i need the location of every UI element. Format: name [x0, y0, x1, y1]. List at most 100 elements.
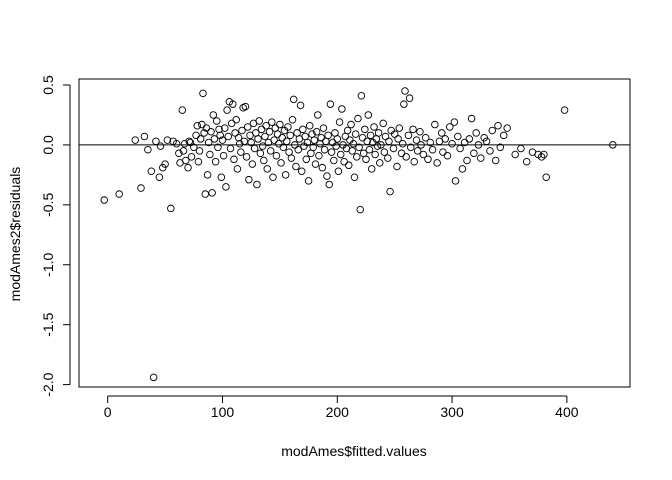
data-point — [416, 127, 424, 136]
data-point — [149, 373, 158, 382]
data-point — [287, 154, 296, 162]
data-point — [207, 127, 215, 136]
data-point — [144, 145, 152, 154]
data-point — [258, 142, 267, 150]
data-point — [401, 87, 409, 95]
data-point — [242, 153, 251, 161]
data-point — [253, 180, 261, 189]
data-point — [261, 132, 269, 141]
data-point — [358, 133, 367, 142]
data-point — [163, 136, 172, 144]
data-point — [100, 196, 109, 204]
data-point — [222, 183, 230, 191]
data-point — [276, 120, 284, 129]
data-point — [284, 123, 292, 131]
data-point — [542, 173, 550, 182]
data-point — [235, 139, 244, 148]
data-point — [178, 106, 187, 114]
y-tick-label: -0.5 — [40, 193, 56, 217]
y-axis-title: modAmes2$residuals — [7, 167, 23, 302]
data-point — [273, 130, 282, 138]
data-point — [223, 106, 231, 114]
data-point — [419, 150, 428, 159]
data-point — [281, 171, 290, 179]
data-point — [389, 144, 398, 153]
data-point — [266, 147, 275, 155]
data-points — [100, 87, 617, 382]
data-point — [343, 126, 352, 135]
data-point — [458, 165, 467, 173]
x-tick-label: 0 — [104, 404, 112, 420]
data-point — [448, 139, 456, 148]
data-point — [367, 165, 376, 173]
data-point — [238, 126, 246, 135]
data-point — [424, 155, 432, 164]
data-point — [243, 123, 252, 131]
data-point — [210, 135, 219, 143]
data-point — [451, 177, 460, 185]
data-point — [325, 180, 333, 189]
data-point — [208, 189, 216, 197]
data-point — [365, 145, 374, 154]
data-point — [380, 148, 389, 156]
data-point — [187, 153, 196, 161]
data-point — [291, 141, 299, 149]
data-point — [265, 127, 274, 136]
data-point — [272, 151, 281, 160]
data-point — [463, 156, 471, 165]
data-point — [454, 132, 462, 141]
data-point — [303, 138, 312, 147]
data-point — [374, 129, 383, 137]
data-point — [292, 162, 300, 171]
data-point — [255, 117, 263, 125]
data-point — [477, 154, 485, 162]
data-point — [398, 139, 407, 148]
data-point — [279, 143, 288, 152]
data-point — [201, 190, 210, 198]
x-axis: 0 100 200 300 400 — [104, 395, 579, 420]
data-point — [218, 136, 227, 144]
data-point — [428, 145, 437, 154]
data-point — [349, 139, 358, 148]
data-point — [327, 148, 336, 156]
data-point — [350, 173, 359, 182]
data-point — [609, 141, 617, 149]
data-point — [179, 147, 188, 155]
data-point — [229, 100, 237, 108]
data-point — [406, 143, 415, 152]
data-point — [175, 149, 183, 158]
data-point — [296, 101, 305, 110]
data-point — [209, 111, 218, 119]
data-point — [409, 125, 417, 134]
data-point — [232, 115, 241, 124]
data-point — [309, 143, 317, 152]
data-point — [257, 125, 266, 134]
data-point — [503, 124, 511, 132]
data-point — [185, 137, 193, 146]
data-point — [482, 137, 491, 146]
data-point — [537, 153, 546, 161]
y-tick-label: 0.5 — [40, 75, 56, 95]
data-point — [204, 138, 213, 147]
data-point — [439, 148, 447, 156]
data-point — [274, 139, 283, 148]
data-point — [332, 142, 340, 150]
data-point — [330, 156, 338, 165]
data-point — [400, 100, 408, 108]
data-point — [167, 204, 175, 213]
data-point — [241, 102, 250, 111]
data-point — [184, 163, 192, 172]
data-point — [488, 126, 497, 135]
data-point — [472, 129, 480, 137]
data-point — [299, 125, 307, 134]
data-point — [233, 165, 242, 173]
data-point — [260, 156, 268, 165]
data-point — [356, 205, 364, 214]
data-point — [245, 175, 253, 184]
data-point — [240, 137, 249, 146]
data-point — [192, 131, 200, 140]
data-point — [404, 131, 413, 140]
data-point — [499, 131, 508, 140]
data-point — [193, 121, 201, 130]
data-point — [470, 149, 478, 158]
